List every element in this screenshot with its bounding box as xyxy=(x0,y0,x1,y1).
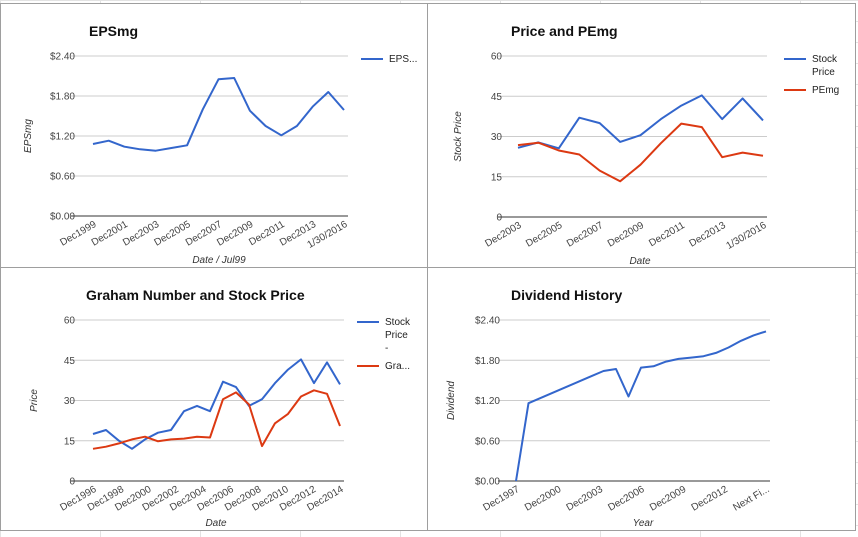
y-tick-label: 0 xyxy=(496,213,502,224)
series-line xyxy=(517,94,764,150)
y-tick-label: 30 xyxy=(491,132,503,143)
series-line xyxy=(92,358,341,450)
y-tick-label: 60 xyxy=(491,52,503,63)
y-tick-label: 45 xyxy=(64,356,76,367)
x-axis-label: Date xyxy=(205,518,227,529)
y-tick-label: $1.20 xyxy=(50,132,75,143)
series-line xyxy=(517,122,764,183)
x-tick-label: Dec2013 xyxy=(687,220,728,250)
chart-title: Graham Number and Stock Price xyxy=(86,287,305,303)
y-tick-label: 0 xyxy=(69,477,75,488)
y-tick-label: $0.00 xyxy=(50,212,75,223)
x-tick-label: Dec2011 xyxy=(647,220,687,249)
y-tick-label: $1.80 xyxy=(475,356,500,367)
y-tick-label: 30 xyxy=(64,396,76,407)
y-tick-label: 15 xyxy=(491,172,503,183)
legend-label: EPS... xyxy=(389,54,417,65)
x-tick-label: Dec2003 xyxy=(483,220,524,250)
legend-label: Stock xyxy=(812,54,838,65)
chart-title: Price and PEmg xyxy=(511,23,618,39)
x-tick-label: Dec2005 xyxy=(524,220,565,250)
x-axis-label: Date / Jul99 xyxy=(192,255,246,266)
x-tick-label: Dec2007 xyxy=(565,220,606,250)
chart-panel-graham: Graham Number and Stock Price 0 15 30 45 60 De… xyxy=(0,267,428,531)
y-tick-label: $0.60 xyxy=(50,172,75,183)
x-tick-label: Dec2009 xyxy=(606,220,647,250)
x-tick-label: Dec1997 xyxy=(481,484,522,514)
x-tick-label: Dec2012 xyxy=(690,484,731,514)
chart-panel-epsmg: EPSmg $0.00 $0.60 $1.20 $1.80 $2.40 Dec1999 Dec… xyxy=(0,3,428,268)
y-tick-label: $0.60 xyxy=(475,436,500,447)
legend-label: Stock xyxy=(385,317,411,328)
y-tick-label: $1.20 xyxy=(475,396,500,407)
legend-label: Price xyxy=(385,330,408,341)
legend-label: - xyxy=(385,343,388,354)
y-axis-label: Stock Price xyxy=(453,111,464,162)
y-tick-label: $0.00 xyxy=(475,477,500,488)
x-axis-label: Year xyxy=(633,518,654,529)
y-axis-label: Price xyxy=(29,389,40,412)
series-line xyxy=(92,77,345,152)
y-tick-label: $1.80 xyxy=(50,92,75,103)
x-tick-label: Next Fi... xyxy=(731,484,771,514)
legend-label: Price xyxy=(812,67,835,78)
x-tick-label: Dec2003 xyxy=(565,484,606,514)
series-line xyxy=(92,389,341,450)
series-line xyxy=(515,330,767,482)
y-axis-label: EPSmg xyxy=(23,119,34,153)
legend-label: Gra... xyxy=(385,361,410,372)
legend-label: PEmg xyxy=(812,85,839,96)
x-tick-label: 1/30/2016 xyxy=(724,220,768,252)
y-tick-label: 60 xyxy=(64,316,76,327)
chart-epsmg: EPSmg$0.00$0.60$1.20$1.80$2.40Dec1999Dec… xyxy=(23,23,417,266)
y-axis-label: Dividend xyxy=(446,381,457,420)
x-tick-label: Dec2009 xyxy=(648,484,689,514)
y-tick-label: $2.40 xyxy=(475,316,500,327)
chart-title: Dividend History xyxy=(511,287,622,303)
chart-graham: Graham Number and Stock Price015304560De… xyxy=(29,287,411,529)
x-tick-label: Dec2000 xyxy=(523,484,564,514)
chart-dividend: Dividend History $0.00 $0.60 $1.20 $1.80 $2.4… xyxy=(446,287,772,529)
chart-panel-price-pemg: Price and PEmg 0 15 30 45 60 Dec2003 Dec2005 Dec… xyxy=(427,3,856,268)
chart-panel-dividend: Dividend History $0.00 $0.60 $1.20 $1.80 $2.4… xyxy=(427,267,856,531)
y-tick-label: 45 xyxy=(491,92,503,103)
chart-title: EPSmg xyxy=(89,23,138,39)
x-tick-label: Dec2006 xyxy=(606,484,647,514)
y-tick-label: $2.40 xyxy=(50,52,75,63)
y-tick-label: 15 xyxy=(64,436,76,447)
x-axis-label: Date xyxy=(629,256,651,267)
